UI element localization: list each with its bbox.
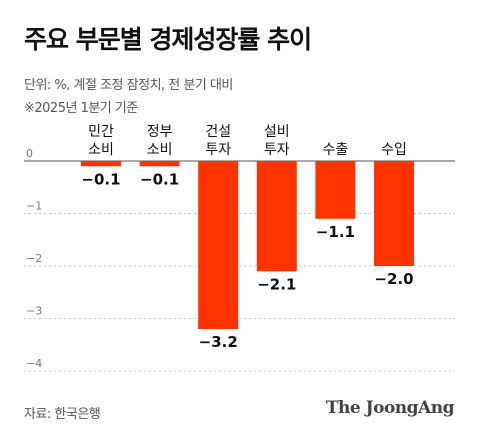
publisher-logo: The JoongAng (325, 398, 455, 418)
data-label: −2.0 (374, 270, 413, 288)
bar (198, 161, 239, 329)
data-label: −0.1 (140, 170, 179, 188)
category-label: 수입 (381, 142, 407, 158)
bar (315, 161, 356, 219)
bar (256, 161, 297, 272)
category-label: 정부 (147, 124, 173, 140)
category-label: 투자 (205, 142, 231, 158)
y-tick-label: −4 (26, 357, 42, 370)
chart-title: 주요 부문별 경제성장률 추이 (24, 25, 312, 54)
category-label: 소비 (88, 142, 114, 158)
y-tick-label: −1 (26, 200, 42, 213)
category-label: 설비 (264, 124, 290, 140)
y-tick-label: −3 (26, 305, 42, 318)
data-label: −3.2 (199, 333, 238, 351)
bar (81, 161, 121, 167)
data-label: −1.1 (316, 223, 355, 241)
category-label: 수출 (323, 142, 349, 158)
bar (374, 161, 414, 266)
category-label: 소비 (147, 142, 173, 158)
source-note: 자료: 한국은행 (24, 407, 101, 422)
data-label: −2.1 (257, 275, 296, 293)
bar (139, 161, 180, 167)
chart-basis-note: ※2025년 1분기 기준 (24, 101, 138, 116)
chart-unit-note: 단위: %, 계절 조정 잠정치, 전 분기 대비 (24, 78, 233, 93)
category-label: 투자 (264, 142, 290, 158)
y-tick-label: −2 (26, 252, 42, 265)
data-label: −0.1 (81, 170, 120, 188)
category-label: 건설 (205, 124, 231, 140)
category-label: 민간 (88, 124, 114, 140)
y-tick-label: 0 (26, 147, 33, 160)
